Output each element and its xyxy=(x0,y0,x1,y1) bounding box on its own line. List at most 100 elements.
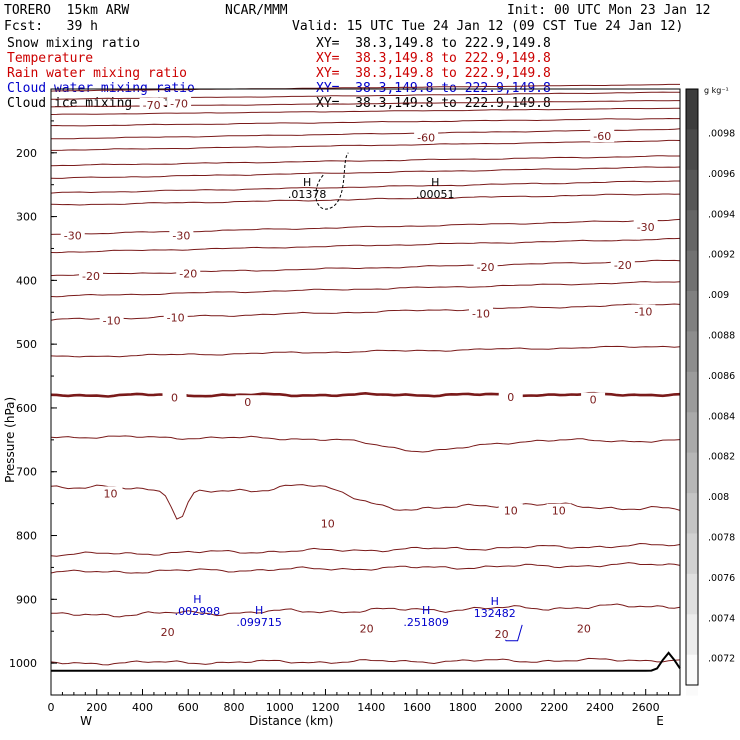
x-tick-label: 2600 xyxy=(632,701,660,714)
contour-label-bg xyxy=(590,129,615,143)
contour-label-bg xyxy=(473,259,498,273)
max-marker-value: .002998 xyxy=(175,605,221,618)
valid-time: Valid: 15 UTC Tue 24 Jan 12 (09 CST Tue … xyxy=(292,19,684,34)
colorbar-tick-label: .0082 xyxy=(708,452,735,463)
plot-border xyxy=(50,88,681,696)
colorbar-tick-label: .0072 xyxy=(708,654,735,665)
contour-label-bg xyxy=(315,516,340,530)
max-marker-value: .251809 xyxy=(403,616,449,629)
colorbar-swatch xyxy=(686,573,698,615)
temperature-contour-label: 0 xyxy=(171,392,178,405)
colorbar-tick-label: .0088 xyxy=(708,330,735,341)
y-tick-label: 900 xyxy=(16,593,37,606)
colorbar-swatch xyxy=(686,614,698,656)
contour-label-bg xyxy=(469,306,494,320)
axes: 0 200 400 600 800 1000 1200 1400 1600 1800 2000 220… xyxy=(3,120,670,728)
contour-label-bg xyxy=(631,304,656,318)
temperature-contour-line xyxy=(50,155,680,167)
temperature-contour-label: -20 xyxy=(82,270,100,283)
contour-label-bg xyxy=(167,96,192,110)
colorbar-swatch xyxy=(686,291,698,332)
colorbar-swatch xyxy=(686,533,698,575)
temperature-contour-label: 10 xyxy=(504,505,518,518)
temperature-contour-label: -30 xyxy=(637,221,655,234)
field-name: Snow mixing ratio xyxy=(7,36,141,51)
temperature-contour-line xyxy=(51,128,681,140)
temperature-contour-label: -10 xyxy=(472,308,490,321)
temperature-contour-line xyxy=(50,435,681,453)
colorbar-swatch xyxy=(686,654,698,696)
contour-label-bg xyxy=(169,228,194,242)
colorbar-tick-label: .0094 xyxy=(708,209,735,220)
contour-label-bg xyxy=(354,621,379,635)
max-marker-label: H xyxy=(255,604,263,617)
temperature-contour-line xyxy=(50,237,681,254)
colorbar: .0098 .0096 .0094 .0092 .009 .0088 .0086 .0084.… xyxy=(685,86,735,696)
max-marker-label: H xyxy=(422,604,430,617)
colorbar-tick-label: .0074 xyxy=(708,613,735,624)
contour-label-bg xyxy=(546,503,571,517)
colorbar-swatch xyxy=(686,250,698,292)
contour-label-bg xyxy=(633,219,658,233)
x-tick-label: 1200 xyxy=(311,701,339,714)
contour-label-bg xyxy=(155,624,180,638)
y-tick-label: 700 xyxy=(16,466,37,479)
colorbar-tick-label: .0098 xyxy=(708,128,735,139)
y-axis-label: Pressure (hPa) xyxy=(3,397,17,483)
max-marker-label: H xyxy=(491,595,499,608)
temperature-contour-label: -30 xyxy=(172,230,190,243)
west-end-label: W xyxy=(80,714,92,728)
colorbar-swatch xyxy=(686,412,698,454)
cloud-ice-contour xyxy=(315,152,349,210)
temperature-contour-label: -20 xyxy=(614,259,632,272)
x-tick-label: 200 xyxy=(86,701,107,714)
field-name: Rain water mixing ratio xyxy=(7,66,188,81)
colorbar-unit: g kg⁻¹ xyxy=(704,86,729,95)
contour-label-bg xyxy=(79,268,104,282)
colorbar-tick-label: .0078 xyxy=(708,533,735,544)
temperature-contour-line xyxy=(50,218,681,236)
contour-label-bg xyxy=(162,390,187,404)
max-marker-label: H xyxy=(303,176,311,189)
colorbar-swatch xyxy=(686,89,698,130)
temperature-contour-label: 20 xyxy=(495,628,509,641)
field-name: Temperature xyxy=(7,51,94,66)
contour-label-bg xyxy=(60,228,85,242)
colorbar-swatch xyxy=(686,371,698,413)
x-tick-label: 2200 xyxy=(540,701,568,714)
temperature-contour-line xyxy=(50,657,681,666)
y-tick-label: 300 xyxy=(16,211,37,224)
temperature-contours xyxy=(50,83,681,672)
x-tick-label: 1000 xyxy=(266,701,294,714)
max-marker-value: .00051 xyxy=(416,188,455,201)
temperature-contour-label: -60 xyxy=(417,131,435,144)
temperature-contour-line xyxy=(50,193,681,206)
colorbar-tick-label: .0092 xyxy=(708,250,735,261)
colorbar-tick-label: .0084 xyxy=(708,411,735,422)
temperature-contour-label: 10 xyxy=(552,505,566,518)
max-marker-value: .099715 xyxy=(236,616,282,629)
temperature-contour-line xyxy=(50,303,681,321)
temperature-contour-line xyxy=(50,542,681,557)
contour-label-bg xyxy=(498,390,523,404)
y-tick-label: 600 xyxy=(16,402,37,415)
colorbar-swatch xyxy=(686,210,698,252)
temperature-contour-line xyxy=(50,259,681,277)
temperature-contour-line xyxy=(50,603,681,618)
contour-label-bg xyxy=(235,395,260,409)
temperature-contour-label: -10 xyxy=(103,315,121,328)
temperature-contour-label: -70 xyxy=(170,98,188,111)
init-time: Init: 00 UTC Mon 23 Jan 12 xyxy=(507,3,711,18)
temperature-contour-label: 0 xyxy=(244,396,251,409)
y-tick-label: 800 xyxy=(16,530,37,543)
temperature-contour-line xyxy=(50,484,681,520)
field-cross-section-coords: XY= 38.3,149.8 to 222.9,149.8 xyxy=(316,51,551,66)
max-marker-label: H xyxy=(193,593,201,606)
y-tick-label: 500 xyxy=(16,338,37,351)
colorbar-tick-label: .0086 xyxy=(708,371,735,382)
temperature-contour-label: -20 xyxy=(179,267,197,280)
forecast-hour: Fcst: 39 h xyxy=(4,19,98,34)
colorbar-swatch xyxy=(686,169,698,211)
